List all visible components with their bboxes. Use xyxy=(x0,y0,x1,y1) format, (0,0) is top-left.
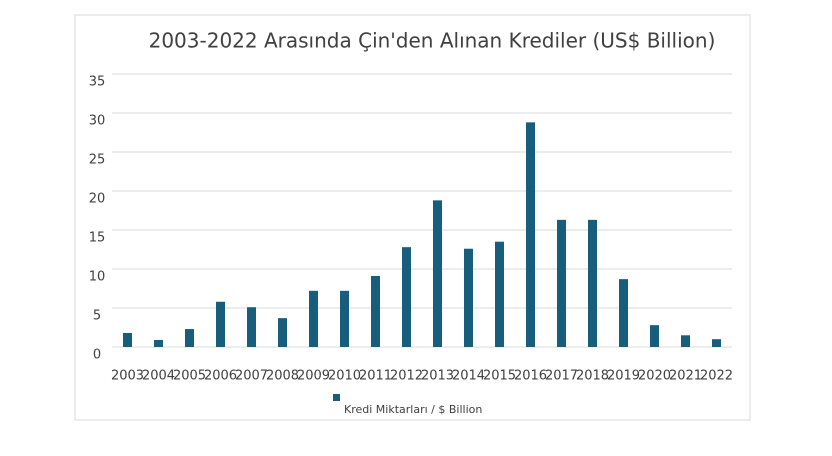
x-tick-label: 2018 xyxy=(576,369,609,384)
x-tick-label: 2020 xyxy=(638,369,671,384)
bar xyxy=(216,301,225,347)
legend-swatch xyxy=(333,394,340,401)
bar xyxy=(340,290,349,347)
y-tick-label: 25 xyxy=(89,153,106,168)
bar xyxy=(557,219,566,347)
y-tick-label: 20 xyxy=(89,192,106,207)
x-tick-label: 2013 xyxy=(421,369,454,384)
x-tick-label: 2021 xyxy=(669,369,702,384)
legend-label: Kredi Miktarları / $ Billion xyxy=(344,403,482,416)
bar xyxy=(681,335,690,347)
x-tick-label: 2015 xyxy=(483,369,516,384)
bar xyxy=(588,219,597,347)
x-tick-label: 2012 xyxy=(390,369,423,384)
y-tick-label: 30 xyxy=(89,114,106,129)
bar xyxy=(650,325,659,347)
x-tick-label: 2017 xyxy=(545,369,578,384)
x-tick-label: 2004 xyxy=(142,369,175,384)
y-tick-label: 35 xyxy=(89,75,106,90)
bar xyxy=(712,339,721,347)
bar xyxy=(247,307,256,347)
x-tick-label: 2022 xyxy=(700,369,733,384)
x-tick-label: 2019 xyxy=(607,369,640,384)
bar xyxy=(402,247,411,347)
bar xyxy=(123,332,132,347)
y-tick-label: 10 xyxy=(89,270,106,285)
x-tick-label: 2007 xyxy=(235,369,268,384)
y-tick-label: 5 xyxy=(93,309,101,324)
x-tick-label: 2006 xyxy=(204,369,237,384)
bar xyxy=(433,200,442,347)
chart-frame xyxy=(74,14,751,421)
bar xyxy=(154,339,163,347)
bar xyxy=(371,276,380,347)
x-tick-label: 2010 xyxy=(328,369,361,384)
bar xyxy=(619,279,628,347)
bar xyxy=(309,290,318,347)
y-tick-label: 15 xyxy=(89,231,106,246)
bar xyxy=(495,241,504,347)
x-tick-label: 2005 xyxy=(173,369,206,384)
x-tick-label: 2009 xyxy=(297,369,330,384)
y-tick-label: 0 xyxy=(93,348,101,363)
x-tick-label: 2014 xyxy=(452,369,485,384)
bar xyxy=(464,248,473,347)
bar xyxy=(185,329,194,347)
x-tick-label: 2008 xyxy=(266,369,299,384)
bar xyxy=(526,122,535,347)
chart-title: 2003-2022 Arasında Çin'den Alınan Kredil… xyxy=(149,29,716,53)
bar xyxy=(278,318,287,347)
x-tick-label: 2003 xyxy=(111,369,144,384)
x-tick-label: 2011 xyxy=(359,369,392,384)
x-tick-label: 2016 xyxy=(514,369,547,384)
